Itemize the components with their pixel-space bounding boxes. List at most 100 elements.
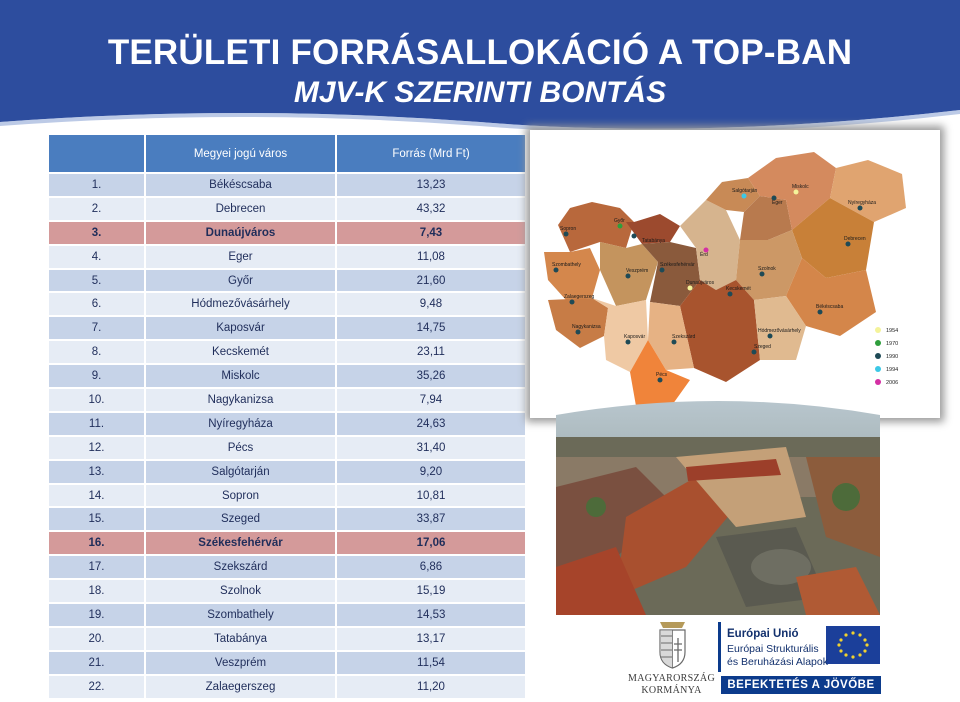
map-city-labels: Sopron Győr Tatabánya Salgótarján Miskol…: [552, 184, 876, 378]
map-region-tolna: [648, 302, 694, 370]
map-label-kecskemet: Kecskemét: [726, 286, 751, 292]
table-cell-value: 24,63: [337, 412, 527, 435]
table-row: 12. Pécs 31,40: [49, 436, 527, 459]
table-row: 5. Győr 21,60: [49, 269, 527, 292]
table-cell-value: 11,20: [337, 675, 527, 698]
table-cell-city: Szombathely: [146, 604, 337, 626]
table-cell-city: Szekszárd: [146, 556, 337, 579]
table-row: 14. Sopron 10,81: [49, 484, 527, 507]
table-cell-rank: 10.: [49, 389, 146, 411]
table-row: 21. Veszprém 11,54: [49, 651, 527, 674]
map-region-heves: [740, 196, 792, 240]
map-label-miskolc: Miskolc: [792, 184, 809, 190]
table-row: 10. Nagykanizsa 7,94: [49, 389, 527, 411]
map-region-csongrad: [754, 296, 806, 360]
table-cell-rank: 14.: [49, 484, 146, 507]
table-cell-rank: 20.: [49, 627, 146, 650]
map-label-salgotarjan: Salgótarján: [732, 188, 758, 194]
table-row: 8. Kecskemét 23,11: [49, 341, 527, 364]
map-region-gyor-moson-sopron: [558, 202, 634, 252]
table-header-row: Megyei jogú város Forrás (Mrd Ft): [49, 135, 527, 172]
table-cell-value: 43,32: [337, 197, 527, 220]
eu-logo-line2: Európai Strukturális: [727, 643, 819, 655]
table-cell-rank: 3.: [49, 221, 146, 244]
table-row: 19. Szombathely 14,53: [49, 604, 527, 626]
table-row: 2. Debrecen 43,32: [49, 197, 527, 220]
map-label-szekesfehervar: Székesfehérvár: [660, 262, 695, 268]
eu-logo-title: Európai Unió: [727, 628, 799, 640]
table-cell-value: 11,54: [337, 651, 527, 674]
table-cell-rank: 22.: [49, 675, 146, 698]
header-rank: [49, 135, 146, 172]
gov-logo-line1: MAGYARORSZÁG: [628, 673, 715, 684]
map-region-vas: [544, 248, 600, 300]
table-cell-rank: 4.: [49, 245, 146, 268]
table-cell-city: Debrecen: [146, 197, 337, 220]
table-cell-value: 6,86: [337, 556, 527, 579]
table-cell-rank: 16.: [49, 532, 146, 555]
map-legend: 1954 1970 1990 1994 2006: [875, 327, 898, 386]
table-row: 11. Nyíregyháza 24,63: [49, 412, 527, 435]
table-cell-value: 17,06: [337, 532, 527, 555]
table-cell-value: 14,75: [337, 317, 527, 340]
map-label-dunaujvaros: Dunaújváros: [686, 280, 715, 286]
table-cell-value: 10,81: [337, 484, 527, 507]
map-city-markers: [553, 189, 863, 383]
table-cell-rank: 2.: [49, 197, 146, 220]
table-row: 6. Hódmezővásárhely 9,48: [49, 293, 527, 316]
map-label-sopron: Sopron: [560, 226, 576, 232]
map-region-komarom: [626, 214, 680, 244]
map-label-gyor: Győr: [614, 218, 625, 224]
map-region-borsod: [748, 152, 836, 230]
table-cell-rank: 18.: [49, 580, 146, 603]
table-cell-rank: 21.: [49, 651, 146, 674]
map-label-erd: Érd: [700, 251, 708, 258]
table-cell-value: 23,11: [337, 341, 527, 364]
map-label-szombathely: Szombathely: [552, 262, 581, 268]
map-region-zala: [548, 298, 608, 348]
map-region-pest: [680, 200, 740, 290]
legend-marker: [875, 366, 881, 372]
aerial-city-photo: [556, 401, 880, 615]
table-cell-city: Veszprém: [146, 651, 337, 674]
table-row: 16. Székesfehérvár 17,06: [49, 532, 527, 555]
table-cell-rank: 13.: [49, 460, 146, 483]
table-cell-value: 33,87: [337, 508, 527, 531]
map-region-fejer: [642, 242, 700, 306]
table-row: 13. Salgótarján 9,20: [49, 460, 527, 483]
page-subtitle: MJV-K SZERINTI BONTÁS: [293, 76, 667, 109]
legend-label: 1970: [886, 341, 898, 347]
table-cell-value: 14,53: [337, 604, 527, 626]
table-cell-rank: 8.: [49, 341, 146, 364]
hungarian-coat-of-arms-logo: [659, 622, 686, 669]
table-cell-rank: 1.: [49, 174, 146, 196]
table-cell-city: Sopron: [146, 484, 337, 507]
table-cell-city: Zalaegerszeg: [146, 675, 337, 698]
table-cell-city: Szeged: [146, 508, 337, 531]
map-region-jasz: [736, 230, 802, 300]
map-label-hodmezovasarhely: Hódmezővásárhely: [758, 328, 801, 334]
table-cell-city: Győr: [146, 269, 337, 292]
table-cell-value: 7,43: [337, 221, 527, 244]
table-cell-city: Hódmezővásárhely: [146, 293, 337, 316]
eu-logo-box: [718, 622, 880, 672]
table-cell-value: 7,94: [337, 389, 527, 411]
map-label-szeged: Szeged: [754, 344, 771, 350]
table-row: 3. Dunaújváros 7,43: [49, 221, 527, 244]
table-row: 17. Szekszárd 6,86: [49, 556, 527, 579]
map-label-szekszard: Szekszárd: [672, 334, 696, 340]
table-cell-city: Dunaújváros: [146, 221, 337, 244]
table-cell-city: Kaposvár: [146, 317, 337, 340]
table-row: 9. Miskolc 35,26: [49, 365, 527, 388]
map-label-debrecen: Debrecen: [844, 236, 866, 242]
table-cell-value: 15,19: [337, 580, 527, 603]
table-cell-city: Eger: [146, 245, 337, 268]
map-region-somogy: [592, 298, 648, 372]
map-label-nagykanizsa: Nagykanizsa: [572, 324, 601, 330]
hungary-map: Sopron Győr Tatabánya Salgótarján Miskol…: [544, 152, 906, 408]
table-cell-city: Kecskemét: [146, 341, 337, 364]
table-cell-rank: 9.: [49, 365, 146, 388]
map-label-bekescsaba: Békéscsaba: [816, 304, 843, 310]
table-row: 4. Eger 11,08: [49, 245, 527, 268]
table-cell-value: 13,23: [337, 174, 527, 196]
